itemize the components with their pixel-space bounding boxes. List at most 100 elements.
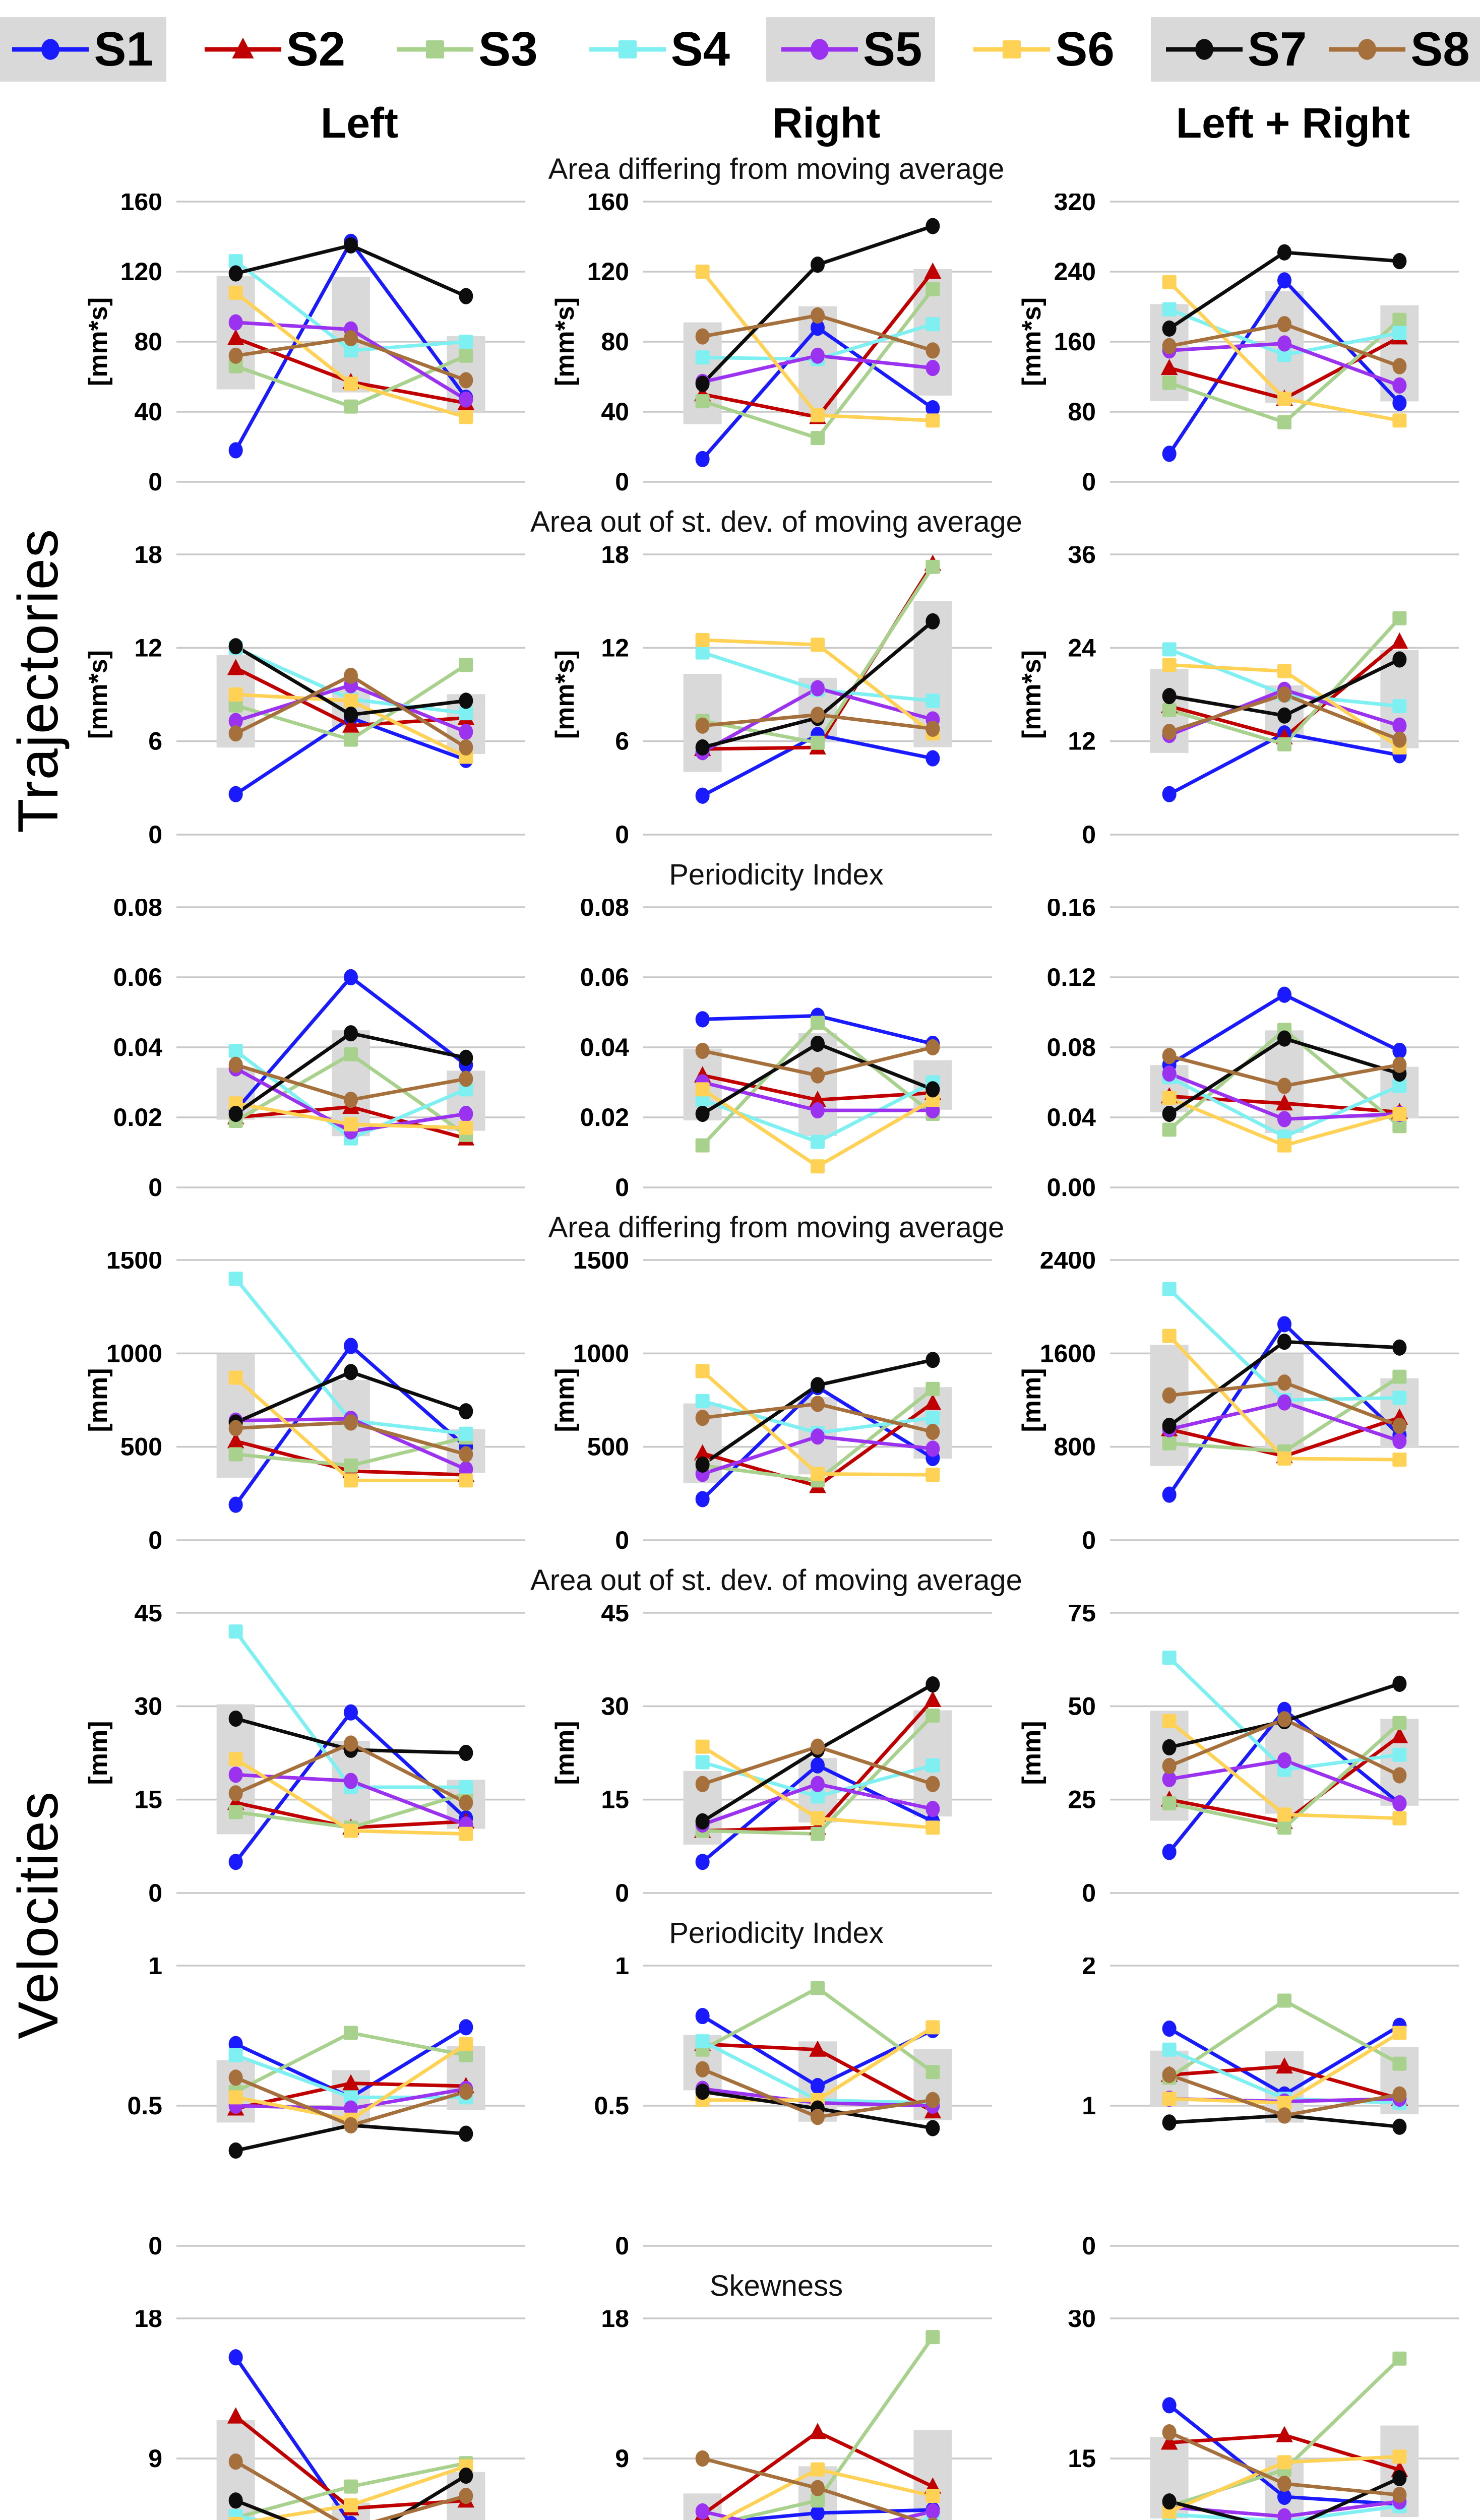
svg-text:0: 0 bbox=[615, 1173, 629, 1202]
legend-item-s4: S4 bbox=[587, 24, 730, 75]
svg-text:15: 15 bbox=[1068, 2444, 1096, 2473]
chart-row-trajectories-periodicity-index: Periodicity Index 0 0.02 0.04 0.06 0.08 0 0.02 0… bbox=[76, 857, 1477, 1210]
chart-velocities-area-differing-from-moving-average-left: 0 500 1000 1500 [mm] bbox=[76, 1246, 542, 1562]
svg-text:0: 0 bbox=[1082, 1526, 1096, 1554]
chart-trajectories-area-differing-from-moving-average-right: 0 40 80 120 160 [mm*s] bbox=[542, 187, 1009, 504]
chart-trajectories-area-out-of-st-dev-of-moving-average-right: 0 6 12 18 [mm*s] bbox=[542, 540, 1009, 857]
legend-label: S4 bbox=[670, 22, 730, 76]
legend-label: S3 bbox=[478, 22, 538, 76]
svg-text:[mm*s]: [mm*s] bbox=[1017, 650, 1046, 739]
svg-text:160: 160 bbox=[587, 194, 629, 216]
svg-text:0.06: 0.06 bbox=[113, 963, 162, 991]
legend-group: S3 bbox=[382, 17, 550, 82]
svg-text:15: 15 bbox=[134, 1786, 162, 1814]
legend: S1 S2 S3 S4 S5 S6 bbox=[0, 17, 1480, 82]
legend-item-s3: S3 bbox=[395, 22, 538, 76]
chart-trajectories-area-differing-from-moving-average-left-right: 0 80 160 240 320 [mm*s] bbox=[1009, 187, 1476, 504]
svg-text:18: 18 bbox=[134, 2310, 162, 2333]
legend-item-s6: S6 bbox=[971, 24, 1115, 75]
chart-trajectories-area-out-of-st-dev-of-moving-average-left-right: 0 12 24 36 [mm*s] bbox=[1009, 540, 1476, 857]
svg-text:0: 0 bbox=[615, 1526, 629, 1554]
chart-title: Periodicity Index bbox=[669, 1917, 884, 1949]
svg-text:6: 6 bbox=[615, 727, 629, 755]
chart-velocities-periodicity-index-left: 0 0.5 1 bbox=[76, 1951, 542, 2268]
chart-row-cells: 0 0.5 1 0 0.5 1 0 1 2 bbox=[76, 1951, 1477, 2268]
svg-text:0.16: 0.16 bbox=[1047, 899, 1096, 921]
charts-grid: Area differing from moving average 0 40 80 1… bbox=[76, 151, 1477, 2520]
svg-text:9: 9 bbox=[148, 2444, 162, 2473]
legend-marker-s7-icon bbox=[1165, 39, 1243, 60]
svg-text:9: 9 bbox=[615, 2444, 629, 2473]
svg-text:[mm*s]: [mm*s] bbox=[1017, 297, 1046, 386]
svg-text:[mm]: [mm] bbox=[550, 1721, 580, 1785]
svg-text:160: 160 bbox=[120, 194, 162, 216]
svg-text:24: 24 bbox=[1068, 634, 1096, 662]
chart-velocities-skewness-left: 0918 bbox=[76, 2304, 542, 2520]
svg-text:0: 0 bbox=[615, 2232, 629, 2260]
svg-text:2: 2 bbox=[1082, 1958, 1096, 1980]
svg-text:0.00: 0.00 bbox=[1047, 1173, 1096, 1202]
svg-text:500: 500 bbox=[587, 1433, 629, 1461]
chart-row-trajectories-area-differing-from-moving-average: Area differing from moving average 0 40 80 1… bbox=[76, 151, 1477, 504]
legend-group: S5 bbox=[766, 17, 936, 82]
chart-trajectories-area-differing-from-moving-average-left: 0 40 80 120 160 [mm*s] bbox=[76, 187, 542, 504]
svg-text:0: 0 bbox=[148, 1173, 162, 1202]
svg-text:12: 12 bbox=[134, 634, 162, 662]
svg-text:0: 0 bbox=[148, 821, 162, 849]
svg-text:0.04: 0.04 bbox=[1047, 1103, 1096, 1131]
legend-marker-s2-icon bbox=[204, 37, 281, 58]
svg-text:0: 0 bbox=[148, 2232, 162, 2260]
svg-text:1000: 1000 bbox=[573, 1339, 629, 1367]
svg-text:0: 0 bbox=[1082, 1879, 1096, 1907]
svg-text:240: 240 bbox=[1054, 258, 1096, 286]
svg-text:2400: 2400 bbox=[1040, 1252, 1096, 1274]
svg-text:160: 160 bbox=[1054, 328, 1096, 356]
legend-marker-s4-icon bbox=[589, 40, 666, 58]
chart-row-cells: 0 6 12 18 [mm*s] 0 6 12 18 [mm*s] 0 12 24 36 [mm*s] bbox=[76, 540, 1477, 857]
legend-marker-s6-icon bbox=[973, 40, 1051, 58]
legend-item-s2: S2 bbox=[203, 24, 345, 75]
chart-trajectories-area-out-of-st-dev-of-moving-average-left: 0 6 12 18 [mm*s] bbox=[76, 540, 542, 857]
svg-text:0.12: 0.12 bbox=[1047, 963, 1096, 991]
legend-label: S1 bbox=[94, 22, 153, 76]
legend-group: S4 bbox=[574, 17, 743, 82]
svg-text:30: 30 bbox=[601, 1692, 629, 1720]
svg-text:50: 50 bbox=[1068, 1692, 1096, 1720]
chart-trajectories-periodicity-index-left-right: 0.00 0.04 0.08 0.12 0.16 bbox=[1009, 893, 1476, 1210]
svg-text:30: 30 bbox=[134, 1692, 162, 1720]
svg-text:800: 800 bbox=[1054, 1433, 1096, 1461]
svg-text:[mm*s]: [mm*s] bbox=[550, 297, 580, 386]
chart-title: Periodicity Index bbox=[669, 858, 884, 891]
svg-text:18: 18 bbox=[601, 2310, 629, 2333]
svg-text:1500: 1500 bbox=[573, 1252, 629, 1274]
svg-text:120: 120 bbox=[120, 258, 162, 286]
svg-text:1: 1 bbox=[148, 1958, 162, 1980]
svg-text:0.5: 0.5 bbox=[594, 2092, 629, 2120]
svg-text:36: 36 bbox=[1068, 546, 1096, 569]
svg-text:80: 80 bbox=[134, 328, 162, 356]
legend-marker-s5-icon bbox=[781, 39, 858, 60]
svg-text:0.02: 0.02 bbox=[113, 1103, 162, 1131]
svg-text:[mm*s]: [mm*s] bbox=[84, 297, 113, 386]
column-headers: Left Right Left + Right bbox=[76, 99, 1477, 148]
svg-text:0.08: 0.08 bbox=[580, 899, 629, 921]
column-header-left-right: Left + Right bbox=[1176, 99, 1410, 147]
chart-row-cells: 0 40 80 120 160 [mm*s] 0 40 80 120 160 [mm*s] 0 80 160… bbox=[76, 187, 1477, 504]
svg-text:0.5: 0.5 bbox=[127, 2092, 162, 2120]
svg-text:1500: 1500 bbox=[106, 1252, 162, 1274]
svg-text:12: 12 bbox=[601, 634, 629, 662]
svg-text:[mm*s]: [mm*s] bbox=[550, 650, 580, 739]
svg-text:80: 80 bbox=[601, 328, 629, 356]
chart-row-velocities-area-differing-from-moving-average: Area differing from moving average 0 500 10… bbox=[76, 1210, 1477, 1562]
legend-group: S1 bbox=[0, 17, 166, 82]
svg-text:0: 0 bbox=[148, 1879, 162, 1907]
svg-text:12: 12 bbox=[1068, 727, 1096, 755]
chart-velocities-area-differing-from-moving-average-left-right: 0 800 1600 2400 [mm] bbox=[1009, 1246, 1476, 1562]
svg-text:[mm*s]: [mm*s] bbox=[84, 650, 113, 739]
chart-row-cells: 0 15 30 45 [mm] 0 15 30 45 [mm] 0 25 50 75 [mm] bbox=[76, 1599, 1477, 1915]
legend-item-s8: S8 bbox=[1327, 24, 1470, 75]
legend-label: S7 bbox=[1247, 22, 1307, 76]
svg-text:1: 1 bbox=[615, 1958, 629, 1980]
svg-text:45: 45 bbox=[601, 1605, 629, 1627]
svg-text:1600: 1600 bbox=[1040, 1339, 1096, 1367]
